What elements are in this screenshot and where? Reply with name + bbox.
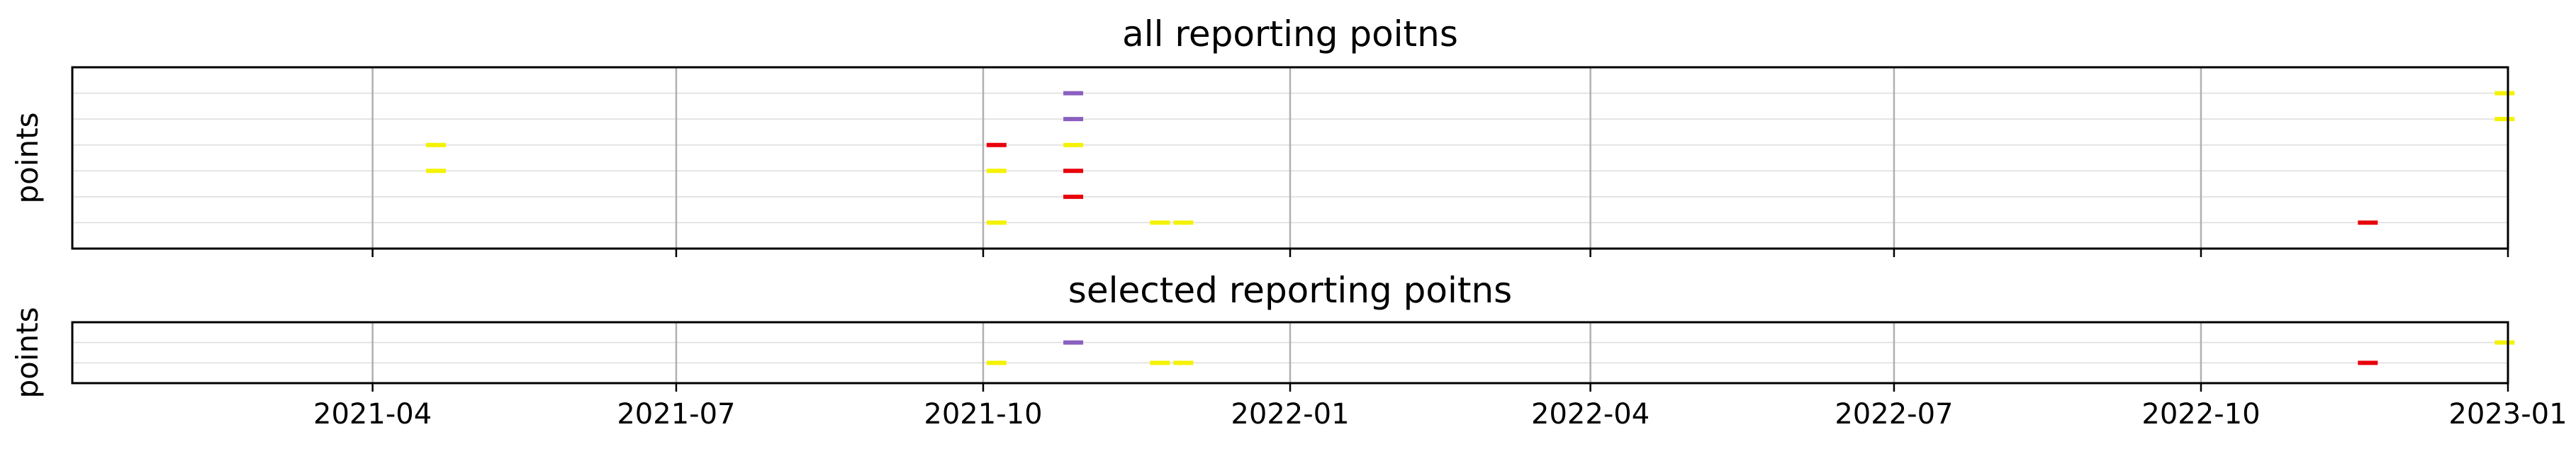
chart-title: selected reporting poitns	[1068, 270, 1512, 311]
x-tick-label: 2021-07	[617, 398, 735, 431]
y-axis-label: points	[10, 307, 45, 399]
chart-panel-2: 2021-04 2021-07 2021-10 2022-01 2022-04 2022-…	[10, 270, 2567, 431]
x-tick-label: 2021-10	[924, 398, 1042, 431]
x-tick-label: 2022-04	[1531, 398, 1650, 431]
x-tick-label: 2022-01	[1231, 398, 1349, 431]
y-axis-label: points	[10, 113, 45, 204]
chart-title: all reporting poitns	[1122, 13, 1458, 55]
x-tick-label: 2022-07	[1835, 398, 1953, 431]
chart-panel-1: all reporting poitns points	[10, 13, 2515, 257]
x-tick-label: 2022-10	[2141, 398, 2260, 431]
x-tick-label: 2021-04	[313, 398, 432, 431]
axes-frame	[71, 321, 2509, 385]
x-tick-label: 2023-01	[2448, 398, 2567, 431]
axes-frame	[71, 66, 2509, 250]
